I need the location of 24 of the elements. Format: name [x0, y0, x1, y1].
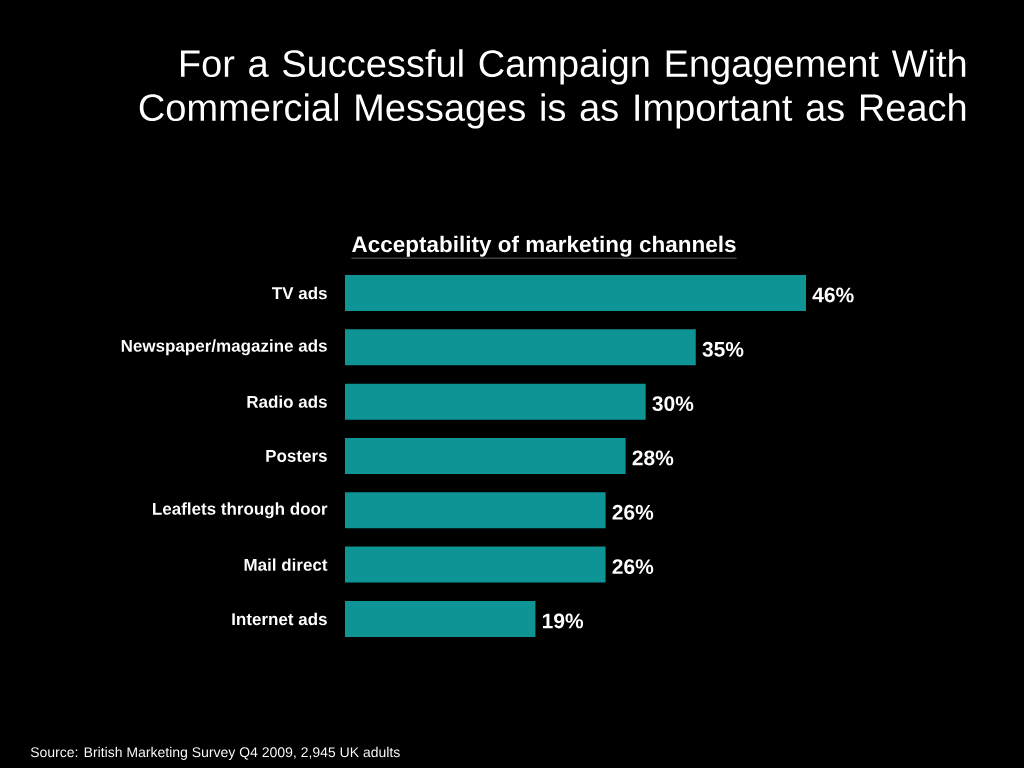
- y-tick-label: Radio ads: [247, 395, 327, 408]
- bar: [345, 546, 606, 583]
- data-label: 30%: [652, 396, 694, 412]
- y-tick-label: Newspaper/magazine ads: [121, 339, 327, 356]
- data-label: 26%: [612, 559, 654, 575]
- chart-subtitle: Acceptability of marketing channels: [352, 235, 736, 257]
- y-tick-label: Posters: [266, 450, 327, 462]
- bar: [345, 437, 626, 474]
- chart-title: For a Successful Campaign Engagement With Commercial Messages is as Important as Reach: [139, 49, 966, 129]
- bar: [345, 492, 606, 529]
- data-label: 28%: [632, 450, 674, 466]
- data-label: 35%: [702, 341, 744, 357]
- data-label: 46%: [812, 287, 854, 303]
- bar: [345, 274, 806, 311]
- y-tick-label: TV ads: [272, 286, 327, 300]
- source-note: Source: British Marketing Survey Q4 2009, 2,945 UK adults: [30, 746, 400, 760]
- data-label: 26%: [612, 504, 654, 520]
- bar: [345, 383, 646, 420]
- data-label: 19%: [542, 613, 584, 629]
- bar: [345, 329, 696, 366]
- y-tick-label: Internet ads: [232, 612, 327, 626]
- y-tick-label: Leaflets through door: [153, 502, 328, 519]
- y-tick-label: Mail direct: [244, 558, 328, 571]
- bar: [345, 600, 536, 637]
